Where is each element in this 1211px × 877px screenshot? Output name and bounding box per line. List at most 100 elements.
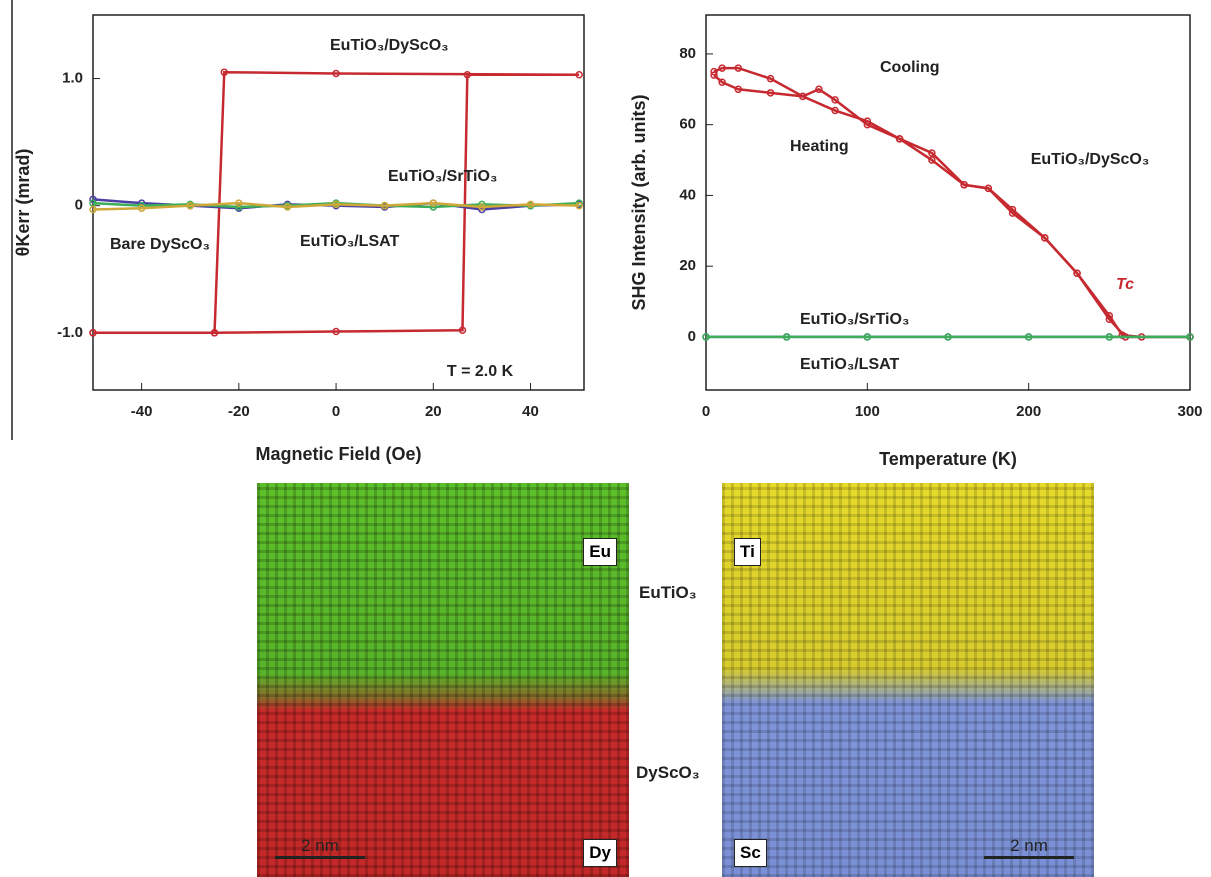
series-marker [186, 201, 194, 210]
series-line [93, 70, 580, 335]
x-tick-label: -20 [228, 403, 250, 420]
series-label: EuTiO₃/LSAT [800, 356, 899, 373]
series-marker [718, 78, 726, 86]
series-line [713, 74, 1190, 339]
series-marker [718, 64, 726, 72]
series-marker [960, 181, 968, 189]
series-label: EuTiO₃/DyScO₃ [330, 37, 449, 54]
series-marker [332, 200, 340, 209]
layer-label: EuTiO₃ [639, 583, 697, 602]
layer-label: DyScO₃ [636, 763, 700, 782]
series-marker [710, 67, 718, 76]
annotation: T = 2.0 K [447, 363, 514, 380]
series-marker [220, 68, 229, 76]
scale-bar: 2 nm [275, 836, 365, 859]
x-tick-label: -40 [131, 403, 153, 420]
y-tick-label: 40 [679, 186, 696, 203]
series-marker [710, 71, 718, 79]
series-marker [799, 92, 807, 101]
series-label: Cooling [880, 59, 940, 76]
series-marker [1105, 333, 1114, 341]
x-tick-label: 300 [1177, 403, 1202, 420]
y-tick-label: 60 [679, 116, 696, 133]
series-marker [575, 199, 583, 207]
eels-map-right: Ti Sc 2 nm [722, 483, 1094, 877]
element-tag: Eu [583, 538, 617, 566]
x-tick-label: 0 [702, 403, 710, 420]
series-marker [895, 135, 904, 143]
series-marker [928, 156, 936, 164]
x-tick-label: 20 [425, 403, 442, 420]
series-marker [766, 89, 775, 97]
x-tick-label: 40 [522, 403, 539, 420]
scale-bar: 2 nm [984, 836, 1074, 859]
y-tick-label: 20 [679, 257, 696, 274]
series-marker [380, 201, 389, 210]
series-marker [782, 333, 791, 341]
series-marker [984, 184, 993, 193]
series-marker [89, 205, 97, 214]
series-marker [1186, 333, 1194, 341]
series-marker [863, 333, 872, 341]
x-axis-title: Temperature (K) [879, 449, 1017, 469]
series-label: EuTiO₃/SrTiO₃ [800, 311, 909, 328]
series-marker [766, 74, 775, 83]
series-marker [1105, 315, 1114, 323]
x-tick-label: 0 [332, 403, 340, 420]
y-axis-title: SHG Intensity (arb. units) [629, 94, 649, 310]
series-marker [928, 149, 936, 157]
series-marker [831, 106, 839, 115]
series-label: Bare DyScO₃ [110, 236, 210, 253]
series-marker [734, 85, 743, 94]
series-line [92, 201, 580, 211]
series-line [713, 66, 1190, 339]
y-axis-title: θKerr (mrad) [13, 149, 33, 257]
element-tag: Ti [734, 538, 761, 566]
x-axis-title: Magnetic Field (Oe) [255, 444, 421, 464]
element-tag: Sc [734, 839, 767, 867]
series-marker [815, 85, 823, 94]
series-marker [702, 333, 710, 341]
series-line [92, 201, 580, 209]
annotation: Tc [1116, 276, 1134, 293]
series-marker [332, 327, 340, 336]
series-marker [863, 117, 872, 125]
series-label: EuTiO₃/SrTiO₃ [388, 168, 497, 185]
series-marker [526, 200, 535, 209]
series-marker [210, 329, 219, 337]
series-marker [478, 203, 486, 211]
y-tick-label: 0 [75, 197, 83, 214]
element-tag: Dy [583, 839, 617, 867]
y-tick-label: -1.0 [57, 324, 83, 341]
series-marker [429, 199, 438, 207]
series-marker [1073, 269, 1081, 278]
plot-frame [705, 14, 1191, 391]
series-marker [575, 201, 583, 210]
series-marker [575, 70, 583, 79]
series-marker [734, 64, 743, 72]
x-tick-label: 200 [1016, 403, 1041, 420]
eels-map-left: Eu Dy 2 nm [257, 483, 629, 877]
y-tick-label: 1.0 [62, 70, 83, 87]
x-tick-label: 100 [855, 403, 880, 420]
series-marker [831, 96, 839, 104]
series-marker [89, 195, 97, 204]
series-marker [944, 333, 952, 341]
series-marker [463, 70, 472, 79]
series-marker [1024, 333, 1033, 341]
series-marker [283, 203, 292, 211]
series-marker [137, 204, 146, 212]
series-marker [332, 69, 340, 78]
series-marker [1041, 234, 1049, 242]
series-marker [1008, 209, 1017, 217]
series-marker [458, 326, 467, 335]
series-marker [89, 329, 97, 337]
y-tick-label: 80 [679, 45, 696, 62]
series-label: Heating [790, 138, 849, 155]
series-marker [235, 199, 243, 207]
series-label: EuTiO₃/LSAT [300, 233, 399, 250]
annotation: EuTiO₃/DyScO₃ [1031, 151, 1150, 168]
y-tick-label: 0 [688, 328, 696, 345]
